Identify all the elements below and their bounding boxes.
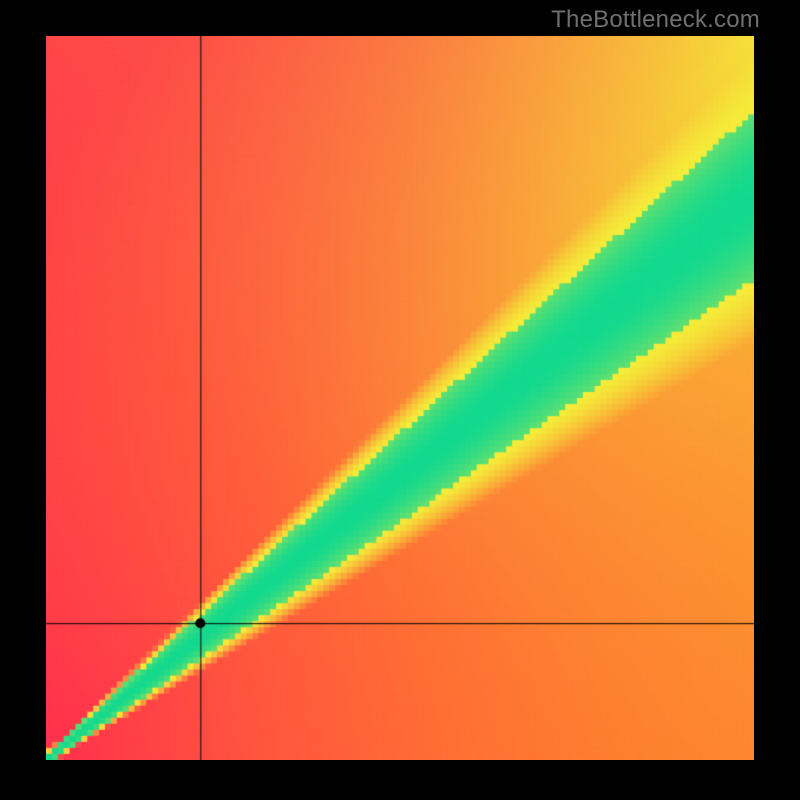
heatmap-canvas bbox=[46, 36, 754, 760]
plot-area bbox=[46, 36, 754, 760]
watermark-text: TheBottleneck.com bbox=[551, 6, 760, 34]
chart-frame: TheBottleneck.com bbox=[0, 0, 800, 800]
